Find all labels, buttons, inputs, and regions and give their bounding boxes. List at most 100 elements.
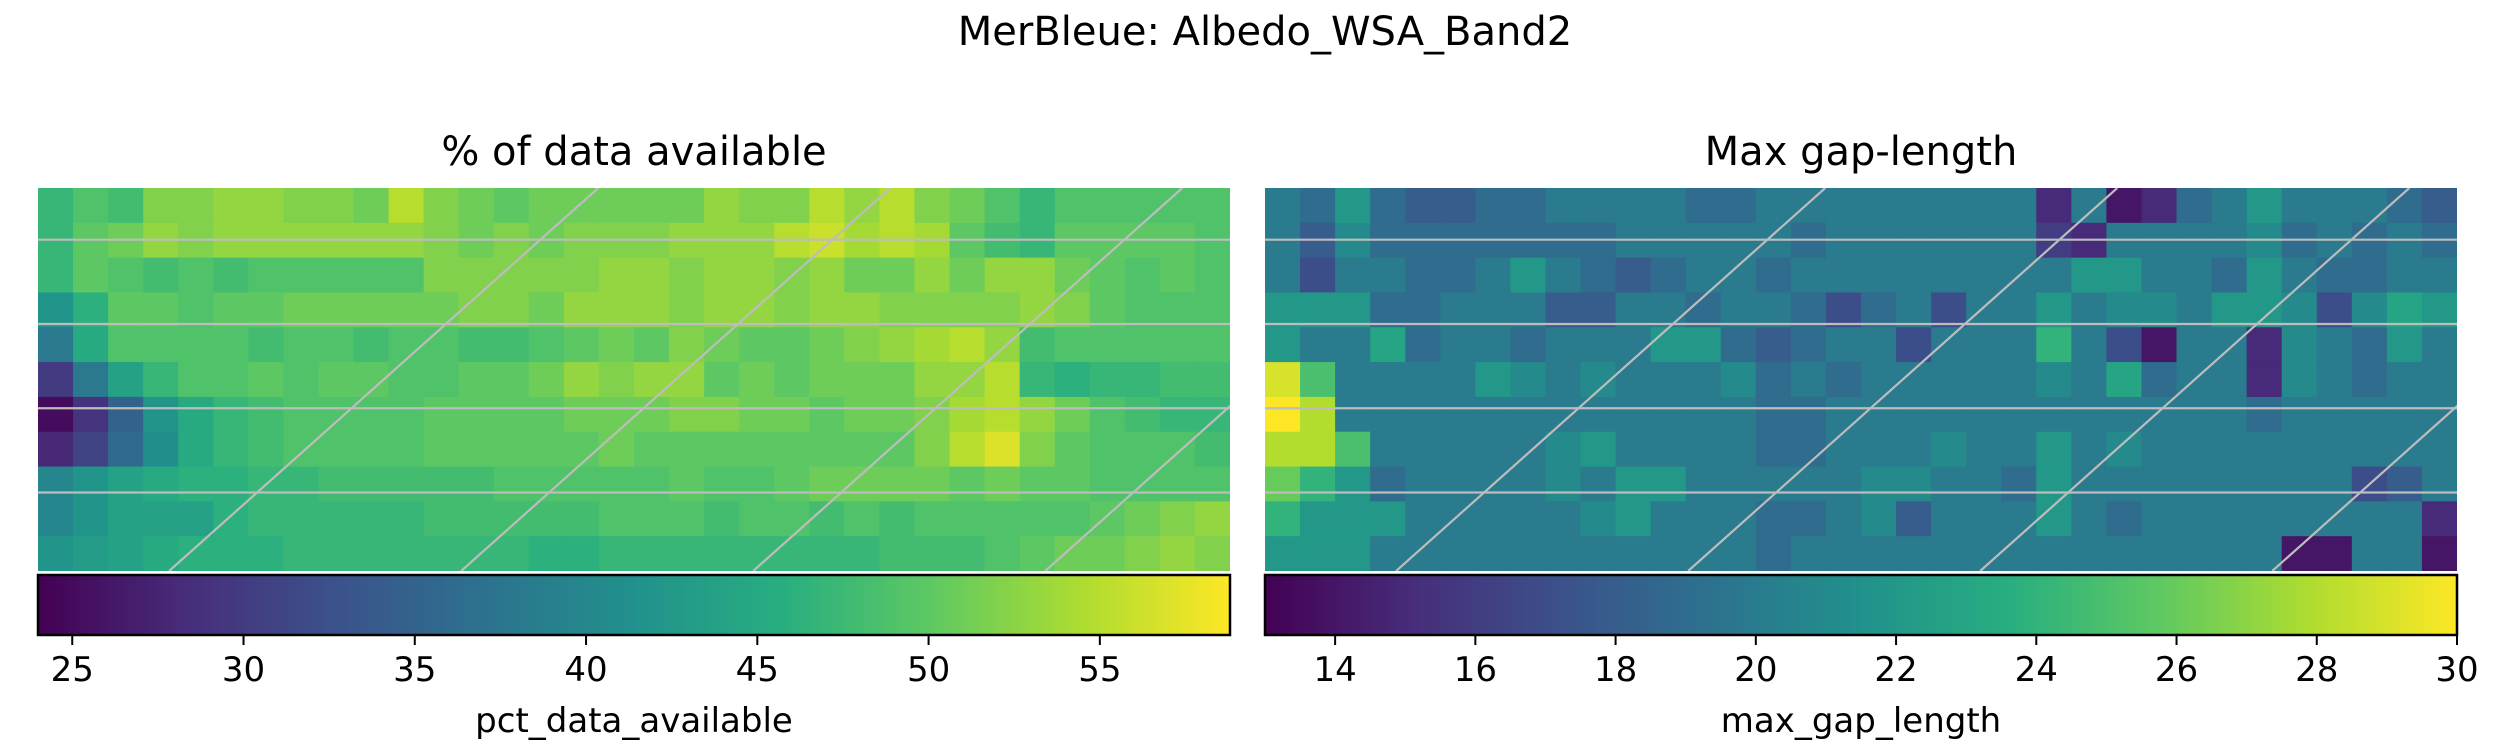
heatmap-cell (809, 431, 845, 468)
heatmap-cell (388, 466, 425, 502)
heatmap-cell (1159, 396, 1196, 433)
heatmap-cell (1194, 431, 1230, 468)
heatmap-cell (38, 327, 74, 363)
heatmap-cell (2421, 501, 2457, 537)
heatmap-cell (739, 431, 775, 468)
heatmap-cell (1896, 501, 1932, 537)
heatmap-cell (353, 188, 390, 224)
heatmap-cell (914, 362, 951, 398)
colorbar (36, 573, 1232, 637)
heatmap-cell (1545, 327, 1582, 363)
heatmap-cell (1825, 327, 1862, 363)
heatmap-cell (1650, 501, 1687, 537)
heatmap-cell (1931, 466, 1967, 502)
heatmap-cell (1405, 396, 1441, 433)
heatmap-cell (73, 431, 109, 468)
heatmap-cell (1124, 292, 1161, 328)
heatmap-cell (1861, 362, 1897, 398)
heatmap-cell (598, 536, 635, 571)
heatmap-cell (1440, 466, 1476, 502)
heatmap-cell (2176, 501, 2213, 537)
heatmap-cell (1966, 536, 2002, 571)
heatmap-cell (178, 362, 214, 398)
heatmap-cell (423, 396, 460, 433)
heatmap-cell (2316, 466, 2353, 502)
heatmap-cell (1089, 188, 1126, 224)
heatmap-cell (2036, 257, 2072, 294)
heatmap-cell (2281, 466, 2318, 502)
heatmap-cell (1545, 396, 1582, 433)
heatmap-cell (1440, 327, 1476, 363)
heatmap-cell (2141, 396, 2178, 433)
graticule-line (1395, 188, 1826, 571)
heatmap-cell (879, 292, 916, 328)
heatmap-cell (1335, 501, 1371, 537)
heatmap-cell (318, 362, 355, 398)
heatmap-cell (1019, 327, 1056, 363)
heatmap-cell (563, 362, 600, 398)
colorbar-tick-label: 45 (736, 650, 779, 690)
heatmap-cell (528, 431, 565, 468)
heatmap-cell (1650, 188, 1687, 224)
heatmap-cell (318, 257, 355, 294)
colorbar-tick-label: 50 (907, 650, 950, 690)
heatmap-cell (739, 536, 775, 571)
heatmap-cell (809, 362, 845, 398)
heatmap-cell (984, 188, 1021, 224)
heatmap-cell (1615, 292, 1652, 328)
heatmap-cell (2421, 188, 2457, 224)
heatmap-cell (528, 188, 565, 224)
heatmap-cell (2316, 292, 2353, 328)
heatmap-cell (809, 466, 845, 502)
heatmap-cell (353, 396, 390, 433)
heatmap-cell (1335, 431, 1371, 468)
heatmap-cell (388, 431, 425, 468)
heatmap-cell (1475, 501, 1512, 537)
heatmap-cell (2281, 327, 2318, 363)
heatmap-cell (739, 257, 775, 294)
heatmap-cell (1510, 466, 1547, 502)
heatmap-cell (73, 396, 109, 433)
colorbar-tick-label: 22 (1874, 650, 1917, 690)
heatmap-cell (1265, 536, 1301, 571)
heatmap-cell (1580, 431, 1617, 468)
heatmap-cell (1475, 257, 1512, 294)
heatmap-cell (1440, 362, 1476, 398)
heatmap-cell (388, 292, 425, 328)
heatmap-cell (2316, 536, 2353, 571)
heatmap-cell (2211, 362, 2248, 398)
heatmap-cell (1790, 188, 1827, 224)
heatmap-cell (1685, 466, 1722, 502)
heatmap-cell (2211, 257, 2248, 294)
heatmap-cell (563, 536, 600, 571)
heatmap-cell (2176, 396, 2213, 433)
heatmap-cell (1685, 431, 1722, 468)
heatmap-cell (1545, 466, 1582, 502)
heatmap-cell (563, 188, 600, 224)
heatmap-cell (213, 292, 249, 328)
heatmap-cell (423, 501, 460, 537)
heatmap-cell (1370, 501, 1406, 537)
heatmap-cell (73, 501, 109, 537)
heatmap-cell (2001, 188, 2037, 224)
heatmap-cell (2106, 362, 2143, 398)
heatmap-cell (2141, 501, 2178, 537)
heatmap-cell (458, 292, 495, 328)
heatmap-cell (1265, 188, 1301, 224)
heatmap-cell (1335, 536, 1371, 571)
panel-title: % of data available (441, 129, 826, 175)
heatmap-cell (2351, 257, 2388, 294)
heatmap-cell (143, 327, 179, 363)
heatmap-cell (2351, 396, 2388, 433)
heatmap-cell (879, 188, 916, 224)
heatmap-cell (2421, 536, 2457, 571)
heatmap-cell (353, 466, 390, 502)
heatmap-cell (1580, 188, 1617, 224)
heatmap-cell (353, 536, 390, 571)
heatmap-cell (1615, 396, 1652, 433)
heatmap-cell (2246, 188, 2283, 224)
heatmap-cell (1510, 431, 1547, 468)
heatmap-cell (1265, 327, 1301, 363)
heatmap-cell (669, 501, 705, 537)
